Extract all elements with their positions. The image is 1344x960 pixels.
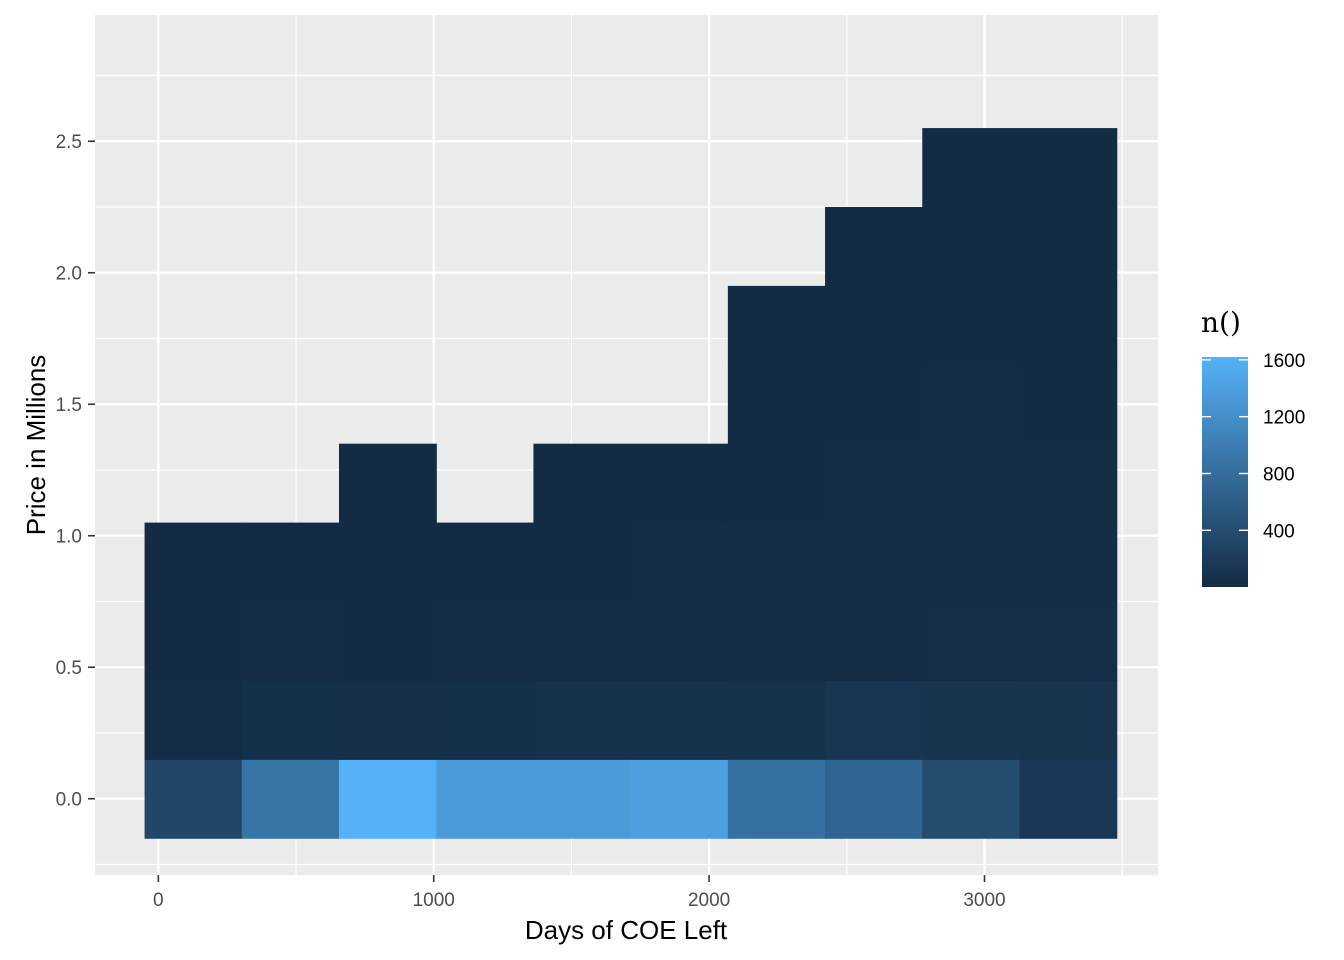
heatmap-tile <box>338 443 437 524</box>
heatmap-tile <box>338 522 437 603</box>
y-tick-label: 1.5 <box>56 395 82 416</box>
heatmap-tile <box>727 443 826 524</box>
x-tick-label: 0 <box>153 890 164 911</box>
heatmap-tile <box>436 601 535 681</box>
x-tick-label: 2000 <box>688 890 730 911</box>
heatmap-tile <box>922 364 1021 445</box>
legend-tick-label: 400 <box>1263 521 1295 542</box>
x-axis-title: Days of COE Left <box>525 915 728 945</box>
heatmap-tile <box>825 206 923 287</box>
heatmap-tile <box>727 601 826 681</box>
legend-colorbar <box>1202 357 1248 587</box>
heatmap-tile <box>436 522 535 603</box>
legend-tick-label: 1600 <box>1263 351 1305 372</box>
x-tick-label: 3000 <box>963 890 1005 911</box>
heatmap-tile <box>922 285 1021 366</box>
heatmap-tile <box>922 759 1021 839</box>
y-axis: 0.0 0.5 1.0 1.5 2.0 2.5 <box>56 132 95 811</box>
heatmap-tile <box>922 206 1021 287</box>
heatmap-tile <box>922 601 1021 681</box>
heatmap-tile <box>533 601 632 681</box>
heatmap-tile <box>1019 285 1118 366</box>
heatmap-tile <box>922 128 1021 208</box>
legend-ticks: 400 800 1200 1600 <box>1202 351 1305 542</box>
heatmap-tile <box>727 680 826 760</box>
y-tick-label: 0.0 <box>56 790 82 811</box>
heatmap-tile <box>727 285 826 366</box>
heatmap-tile <box>144 680 243 760</box>
heatmap-tile <box>144 759 243 839</box>
heatmap-tile <box>533 680 632 760</box>
heatmap-tile <box>1019 601 1118 681</box>
heatmap-tile <box>338 680 437 760</box>
y-tick-label: 2.5 <box>56 132 82 153</box>
heatmap-tile <box>241 759 340 839</box>
y-tick-label: 1.0 <box>56 527 82 548</box>
color-legend: n() 400 800 1200 1600 <box>1201 306 1305 587</box>
heatmap-tile <box>825 364 923 445</box>
heatmap-tile <box>727 364 826 445</box>
heatmap-tile <box>825 522 923 603</box>
heatmap-tile <box>922 522 1021 603</box>
heatmap-tile <box>533 443 632 524</box>
heatmap-tile <box>630 601 729 681</box>
heatmap-tile <box>922 443 1021 524</box>
heatmap-tile <box>436 680 535 760</box>
heatmap-tile <box>338 601 437 681</box>
heatmap-tile <box>144 601 243 681</box>
heatmap-tile <box>241 601 340 681</box>
heatmap-tile <box>338 759 437 839</box>
heatmap-tile <box>1019 522 1118 603</box>
heatmap-tile <box>436 759 535 839</box>
heatmap-tile <box>630 443 729 524</box>
heatmap-tile <box>825 285 923 366</box>
heatmap-tile <box>1019 206 1118 287</box>
x-axis: 0 1000 2000 3000 <box>153 875 1006 911</box>
legend-tick-label: 1200 <box>1263 408 1305 429</box>
legend-tick-label: 800 <box>1263 464 1295 485</box>
heatmap-tile <box>825 601 923 681</box>
heatmap-tile <box>1019 364 1118 445</box>
legend-title: n() <box>1201 306 1241 339</box>
heatmap-tile <box>1019 759 1118 839</box>
heatmap-tile <box>825 680 923 760</box>
heatmap-tile <box>533 522 632 603</box>
heatmap-tile <box>630 522 729 603</box>
heatmap-tiles <box>144 128 1118 839</box>
heatmap-tile <box>727 759 826 839</box>
heatmap-tile <box>1019 443 1118 524</box>
heatmap-tile <box>241 522 340 603</box>
heatmap-tile <box>1019 680 1118 760</box>
heatmap-tile <box>825 443 923 524</box>
heatmap-tile <box>825 759 923 839</box>
y-tick-label: 0.5 <box>56 658 82 679</box>
heatmap-tile <box>1019 128 1118 208</box>
heatmap-tile <box>727 522 826 603</box>
y-tick-label: 2.0 <box>56 264 82 285</box>
heatmap-tile <box>630 680 729 760</box>
x-tick-label: 1000 <box>413 890 455 911</box>
heatmap-tile <box>144 522 243 603</box>
heatmap-tile <box>241 680 340 760</box>
heatmap-tile <box>630 759 729 839</box>
y-axis-title: Price in Millions <box>21 355 51 536</box>
heatmap-tile <box>533 759 632 839</box>
heatmap-tile <box>922 680 1021 760</box>
